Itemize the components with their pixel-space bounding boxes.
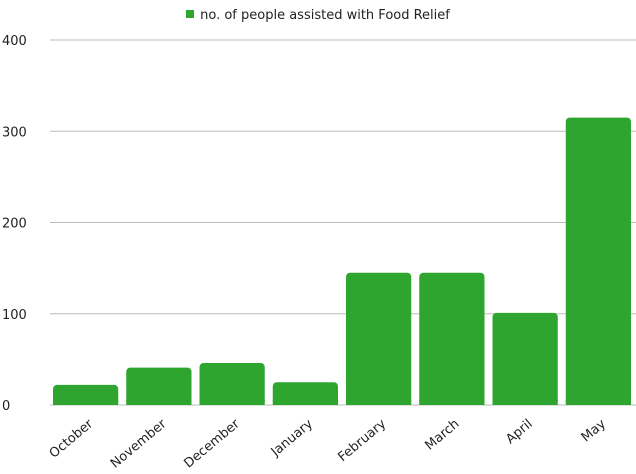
x-tick-label: April	[503, 417, 535, 448]
x-tick-label: February	[335, 416, 389, 465]
bar-base	[272, 400, 338, 405]
bars	[53, 117, 631, 405]
x-tick-label: December	[181, 416, 243, 471]
y-tick-label: 200	[2, 217, 27, 232]
bar-base	[346, 400, 412, 405]
bar-base	[565, 400, 631, 405]
legend-label: no. of people assisted with Food Relief	[200, 8, 450, 23]
x-tick-label: October	[47, 416, 97, 461]
x-axis-ticks: October November December January February Ma…	[47, 416, 609, 471]
y-tick-label: 0	[2, 399, 10, 414]
y-tick-label: 300	[2, 125, 27, 140]
legend-swatch	[186, 10, 195, 18]
bar	[272, 382, 338, 405]
bar	[565, 117, 631, 405]
bar	[199, 363, 265, 405]
bar-base	[126, 400, 192, 405]
bar-base	[53, 400, 119, 405]
y-tick-label: 100	[2, 308, 27, 323]
bar	[53, 384, 119, 405]
legend: no. of people assisted with Food Relief	[0, 8, 636, 23]
bar-base	[492, 400, 558, 405]
bar	[346, 272, 412, 405]
x-tick-label: May	[579, 416, 609, 445]
y-tick-label: 400	[2, 34, 27, 49]
bar	[492, 312, 558, 405]
bar-base	[199, 400, 265, 405]
bar	[126, 367, 192, 405]
x-tick-label: March	[422, 417, 462, 454]
y-axis-ticks: 0 100 200 300 400	[2, 34, 27, 414]
x-tick-label: November	[108, 416, 170, 471]
bar	[419, 272, 485, 405]
bar-base	[419, 400, 485, 405]
x-tick-label: January	[268, 416, 316, 460]
